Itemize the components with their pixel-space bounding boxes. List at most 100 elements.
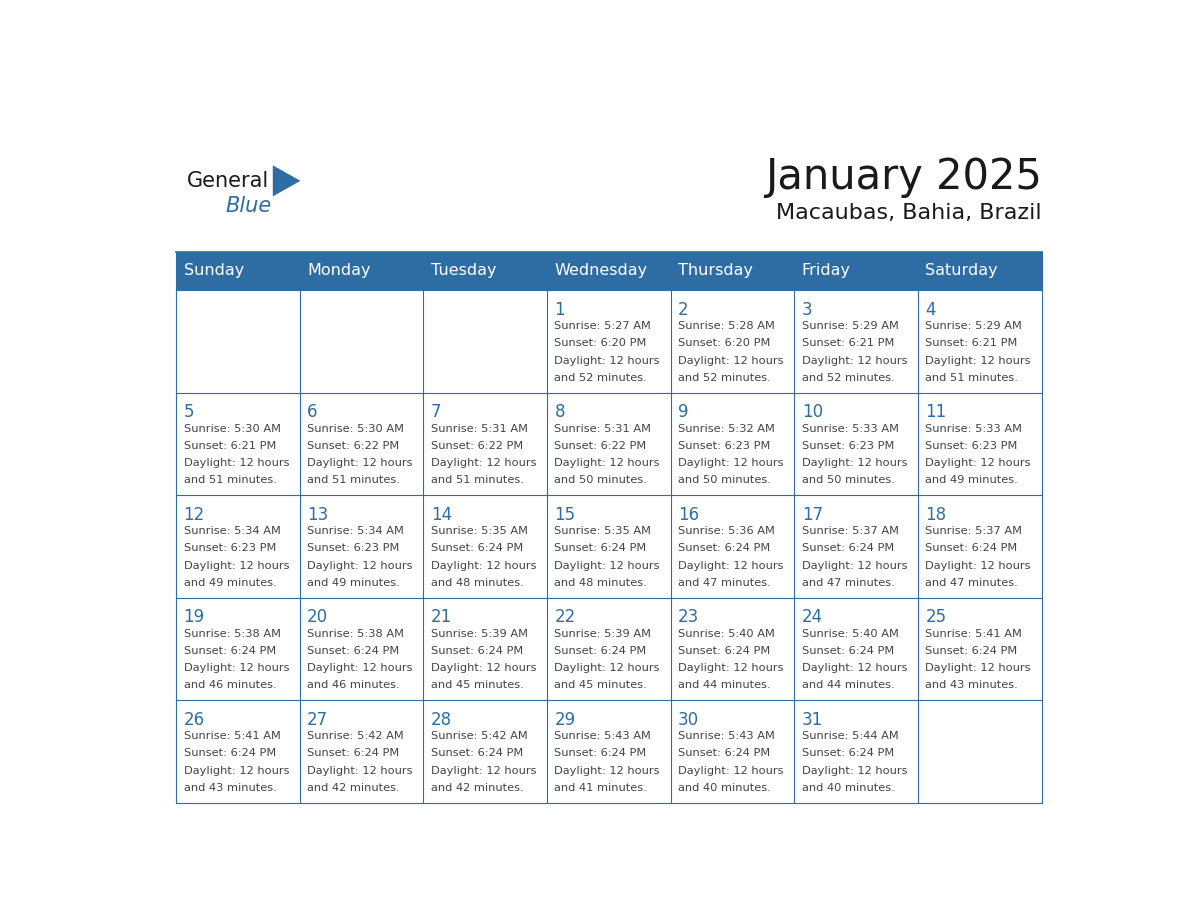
Text: Sunset: 6:24 PM: Sunset: 6:24 PM — [555, 646, 646, 655]
Text: Sunrise: 5:42 AM: Sunrise: 5:42 AM — [308, 731, 404, 741]
Text: Sunset: 6:20 PM: Sunset: 6:20 PM — [555, 339, 646, 348]
Text: Sunrise: 5:43 AM: Sunrise: 5:43 AM — [555, 731, 651, 741]
Text: and 52 minutes.: and 52 minutes. — [555, 373, 647, 383]
Text: and 44 minutes.: and 44 minutes. — [802, 680, 895, 690]
Text: Daylight: 12 hours: Daylight: 12 hours — [555, 355, 661, 365]
Text: 12: 12 — [183, 506, 204, 523]
Text: Sunrise: 5:43 AM: Sunrise: 5:43 AM — [678, 731, 775, 741]
Text: 11: 11 — [925, 403, 947, 421]
Text: 14: 14 — [431, 506, 451, 523]
Text: Sunset: 6:24 PM: Sunset: 6:24 PM — [802, 543, 895, 554]
Text: 19: 19 — [183, 608, 204, 626]
Text: 30: 30 — [678, 711, 700, 729]
Text: and 52 minutes.: and 52 minutes. — [678, 373, 771, 383]
Text: Blue: Blue — [226, 196, 272, 216]
Text: Daylight: 12 hours: Daylight: 12 hours — [431, 663, 536, 673]
Text: Sunrise: 5:35 AM: Sunrise: 5:35 AM — [431, 526, 527, 536]
Text: and 42 minutes.: and 42 minutes. — [431, 783, 524, 793]
Text: 7: 7 — [431, 403, 441, 421]
Text: Sunrise: 5:44 AM: Sunrise: 5:44 AM — [802, 731, 898, 741]
Text: Sunset: 6:21 PM: Sunset: 6:21 PM — [925, 339, 1018, 348]
Text: Sunset: 6:24 PM: Sunset: 6:24 PM — [308, 748, 399, 758]
Text: Sunrise: 5:37 AM: Sunrise: 5:37 AM — [925, 526, 1023, 536]
Text: 27: 27 — [308, 711, 328, 729]
Text: 23: 23 — [678, 608, 700, 626]
Text: Sunrise: 5:34 AM: Sunrise: 5:34 AM — [183, 526, 280, 536]
Text: Daylight: 12 hours: Daylight: 12 hours — [802, 355, 908, 365]
Text: Sunrise: 5:29 AM: Sunrise: 5:29 AM — [925, 321, 1022, 331]
Text: Daylight: 12 hours: Daylight: 12 hours — [555, 561, 661, 571]
Text: and 46 minutes.: and 46 minutes. — [183, 680, 276, 690]
Text: Sunset: 6:24 PM: Sunset: 6:24 PM — [431, 646, 523, 655]
Text: and 51 minutes.: and 51 minutes. — [308, 476, 400, 486]
Text: Daylight: 12 hours: Daylight: 12 hours — [802, 663, 908, 673]
Text: Daylight: 12 hours: Daylight: 12 hours — [183, 663, 289, 673]
Text: Sunset: 6:20 PM: Sunset: 6:20 PM — [678, 339, 771, 348]
Text: Sunset: 6:24 PM: Sunset: 6:24 PM — [431, 543, 523, 554]
Text: Daylight: 12 hours: Daylight: 12 hours — [183, 458, 289, 468]
Bar — [176, 252, 1042, 290]
Text: and 51 minutes.: and 51 minutes. — [431, 476, 524, 486]
Text: Daylight: 12 hours: Daylight: 12 hours — [431, 458, 536, 468]
Text: Sunrise: 5:31 AM: Sunrise: 5:31 AM — [555, 423, 651, 433]
Text: and 42 minutes.: and 42 minutes. — [308, 783, 400, 793]
Text: 6: 6 — [308, 403, 317, 421]
Text: and 48 minutes.: and 48 minutes. — [431, 577, 524, 588]
Text: 13: 13 — [308, 506, 328, 523]
Text: Daylight: 12 hours: Daylight: 12 hours — [925, 458, 1031, 468]
Text: Daylight: 12 hours: Daylight: 12 hours — [678, 355, 784, 365]
Text: Daylight: 12 hours: Daylight: 12 hours — [925, 561, 1031, 571]
Text: Sunset: 6:24 PM: Sunset: 6:24 PM — [183, 748, 276, 758]
Text: and 47 minutes.: and 47 minutes. — [925, 577, 1018, 588]
Text: Monday: Monday — [308, 263, 371, 278]
Text: Daylight: 12 hours: Daylight: 12 hours — [183, 766, 289, 776]
Text: Sunrise: 5:30 AM: Sunrise: 5:30 AM — [308, 423, 404, 433]
Text: Sunset: 6:24 PM: Sunset: 6:24 PM — [925, 543, 1018, 554]
Text: and 41 minutes.: and 41 minutes. — [555, 783, 647, 793]
Text: Daylight: 12 hours: Daylight: 12 hours — [308, 663, 412, 673]
Text: Daylight: 12 hours: Daylight: 12 hours — [308, 561, 412, 571]
Text: Daylight: 12 hours: Daylight: 12 hours — [678, 766, 784, 776]
Text: and 43 minutes.: and 43 minutes. — [925, 680, 1018, 690]
Text: Daylight: 12 hours: Daylight: 12 hours — [555, 766, 661, 776]
Text: Sunrise: 5:40 AM: Sunrise: 5:40 AM — [802, 629, 898, 639]
Text: 29: 29 — [555, 711, 575, 729]
Text: and 44 minutes.: and 44 minutes. — [678, 680, 771, 690]
Text: Sunset: 6:24 PM: Sunset: 6:24 PM — [555, 543, 646, 554]
Text: and 46 minutes.: and 46 minutes. — [308, 680, 400, 690]
Text: 17: 17 — [802, 506, 823, 523]
Text: and 45 minutes.: and 45 minutes. — [431, 680, 524, 690]
Text: Sunrise: 5:30 AM: Sunrise: 5:30 AM — [183, 423, 280, 433]
Text: and 40 minutes.: and 40 minutes. — [802, 783, 895, 793]
Text: January 2025: January 2025 — [765, 156, 1042, 198]
Text: Sunset: 6:22 PM: Sunset: 6:22 PM — [431, 441, 523, 451]
Text: Sunset: 6:23 PM: Sunset: 6:23 PM — [802, 441, 895, 451]
Text: and 49 minutes.: and 49 minutes. — [308, 577, 400, 588]
Text: Sunset: 6:21 PM: Sunset: 6:21 PM — [183, 441, 276, 451]
Text: Friday: Friday — [802, 263, 851, 278]
Text: Sunrise: 5:34 AM: Sunrise: 5:34 AM — [308, 526, 404, 536]
Text: 18: 18 — [925, 506, 947, 523]
Text: and 50 minutes.: and 50 minutes. — [555, 476, 647, 486]
Polygon shape — [273, 165, 301, 196]
Text: 22: 22 — [555, 608, 576, 626]
Text: Daylight: 12 hours: Daylight: 12 hours — [925, 355, 1031, 365]
Text: Sunday: Sunday — [183, 263, 244, 278]
Text: Sunrise: 5:33 AM: Sunrise: 5:33 AM — [802, 423, 899, 433]
Text: Sunset: 6:24 PM: Sunset: 6:24 PM — [678, 748, 770, 758]
Text: and 40 minutes.: and 40 minutes. — [678, 783, 771, 793]
Text: Sunset: 6:22 PM: Sunset: 6:22 PM — [308, 441, 399, 451]
Text: Sunset: 6:24 PM: Sunset: 6:24 PM — [802, 646, 895, 655]
Text: and 50 minutes.: and 50 minutes. — [678, 476, 771, 486]
Text: and 48 minutes.: and 48 minutes. — [555, 577, 647, 588]
Text: 8: 8 — [555, 403, 565, 421]
Text: and 51 minutes.: and 51 minutes. — [925, 373, 1018, 383]
Text: Daylight: 12 hours: Daylight: 12 hours — [431, 561, 536, 571]
Text: and 50 minutes.: and 50 minutes. — [802, 476, 895, 486]
Text: Daylight: 12 hours: Daylight: 12 hours — [678, 561, 784, 571]
Text: and 52 minutes.: and 52 minutes. — [802, 373, 895, 383]
Text: Sunset: 6:24 PM: Sunset: 6:24 PM — [555, 748, 646, 758]
Text: Daylight: 12 hours: Daylight: 12 hours — [555, 663, 661, 673]
Text: Sunrise: 5:39 AM: Sunrise: 5:39 AM — [431, 629, 527, 639]
Text: 1: 1 — [555, 301, 565, 319]
